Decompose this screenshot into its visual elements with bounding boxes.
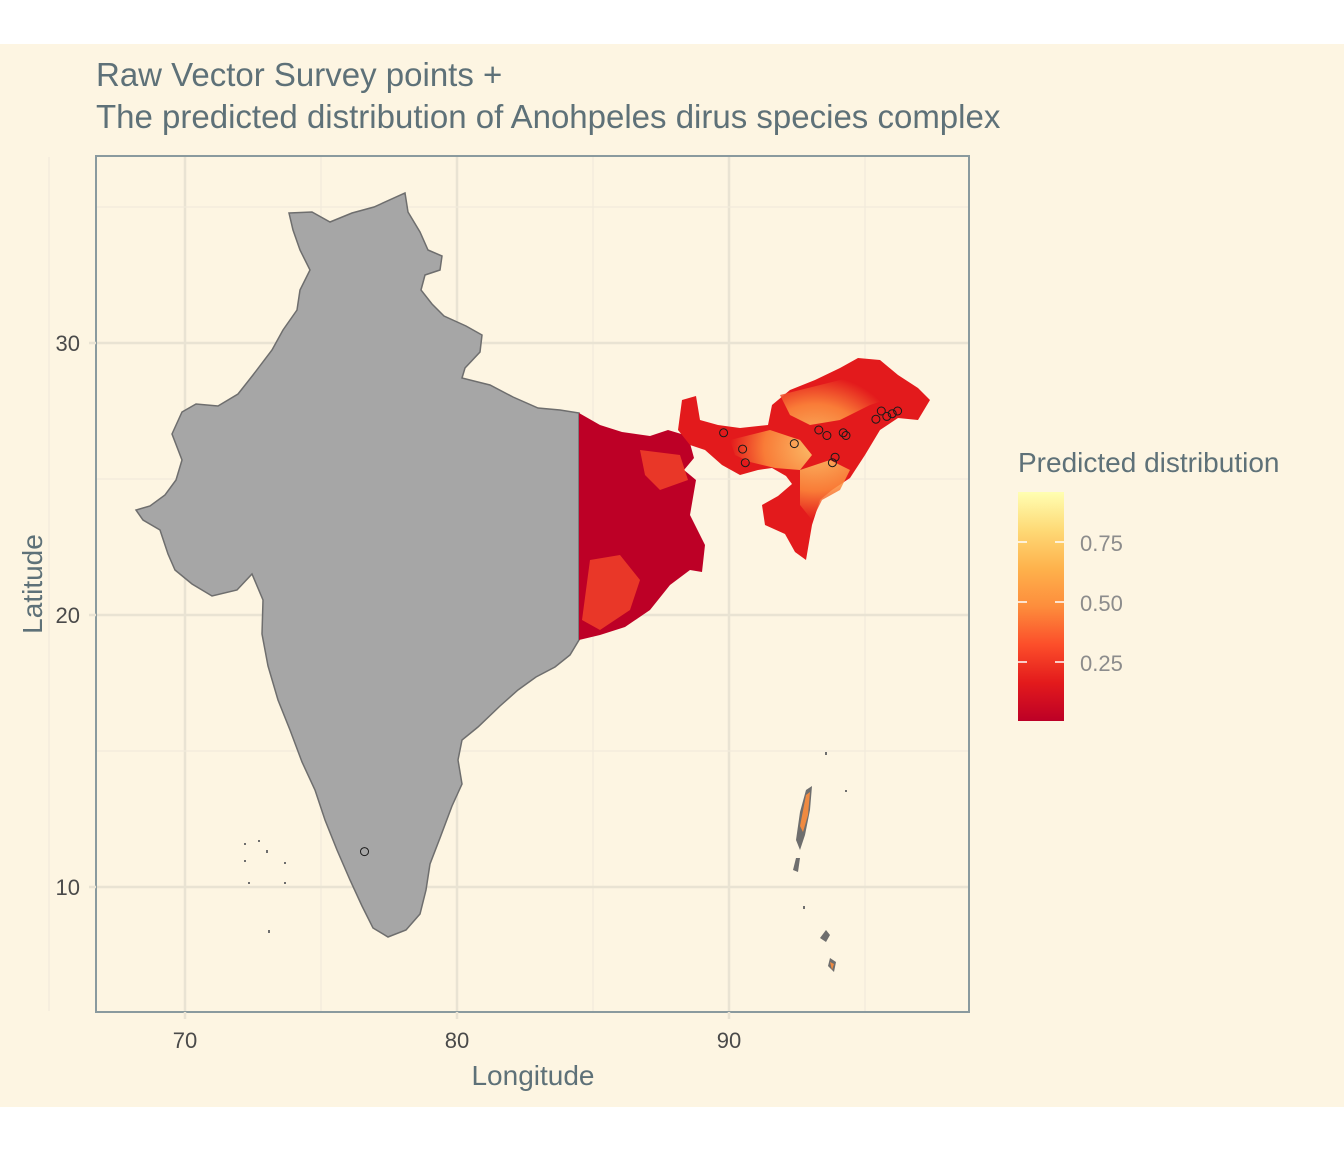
- islands-prediction-color: [800, 792, 834, 970]
- northeast-prediction-high: [730, 375, 900, 520]
- legend-label: 0.25: [1080, 651, 1123, 676]
- island: [244, 860, 246, 862]
- islands-prediction: [793, 786, 836, 972]
- y-tick-label: 20: [56, 603, 80, 628]
- east-prediction-hotspots: [582, 450, 688, 630]
- survey-point: [822, 431, 832, 440]
- survey-point: [827, 458, 837, 468]
- legend: Predicted distribution 0.75 0.50 0.25: [1018, 447, 1279, 721]
- survey-point: [740, 458, 750, 468]
- mainland: [134, 191, 580, 938]
- survey-point: [789, 439, 799, 449]
- panel-border: [95, 155, 970, 1013]
- survey-point: [871, 414, 881, 424]
- legend-label: 0.50: [1080, 591, 1123, 616]
- island: [268, 930, 270, 933]
- island: [244, 843, 246, 845]
- island: [825, 752, 827, 755]
- legend-label: 0.75: [1080, 531, 1123, 556]
- island: [803, 906, 805, 909]
- y-axis: 30 20 10 Latitude: [17, 331, 80, 900]
- survey-point: [719, 428, 729, 438]
- island: [248, 882, 250, 884]
- lakshadweep-islands: [244, 752, 847, 933]
- survey-point: [841, 431, 851, 440]
- survey-point: [887, 409, 897, 419]
- x-tick-label: 80: [445, 1028, 469, 1053]
- x-tick-label: 70: [173, 1028, 197, 1053]
- india-landmass: [134, 191, 580, 938]
- survey-point: [814, 425, 824, 435]
- prediction-raster: [244, 358, 930, 972]
- y-tick-label: 30: [56, 331, 80, 356]
- x-axis: 70 80 90 Longitude: [173, 1028, 741, 1091]
- x-tick-label: 90: [717, 1028, 741, 1053]
- survey-points: [360, 406, 903, 857]
- survey-point: [882, 411, 892, 421]
- chart-title-line-2: The predicted distribution of Anohpeles …: [96, 98, 1001, 135]
- island: [266, 850, 268, 853]
- legend-ticks: [1018, 541, 1064, 663]
- chart-title-line-1: Raw Vector Survey points +: [96, 56, 503, 93]
- legend-colorbar: [1018, 492, 1064, 721]
- survey-point: [893, 406, 903, 416]
- island: [284, 882, 286, 884]
- island: [258, 840, 260, 842]
- survey-point: [838, 428, 848, 438]
- legend-title: Predicted distribution: [1018, 447, 1279, 478]
- survey-point: [876, 406, 886, 416]
- y-axis-label: Latitude: [17, 534, 48, 634]
- survey-point: [738, 444, 748, 454]
- survey-point: [830, 452, 840, 462]
- island: [284, 862, 286, 864]
- y-tick-label: 10: [56, 875, 80, 900]
- island: [845, 790, 847, 792]
- x-axis-label: Longitude: [471, 1060, 594, 1091]
- survey-point: [360, 847, 369, 857]
